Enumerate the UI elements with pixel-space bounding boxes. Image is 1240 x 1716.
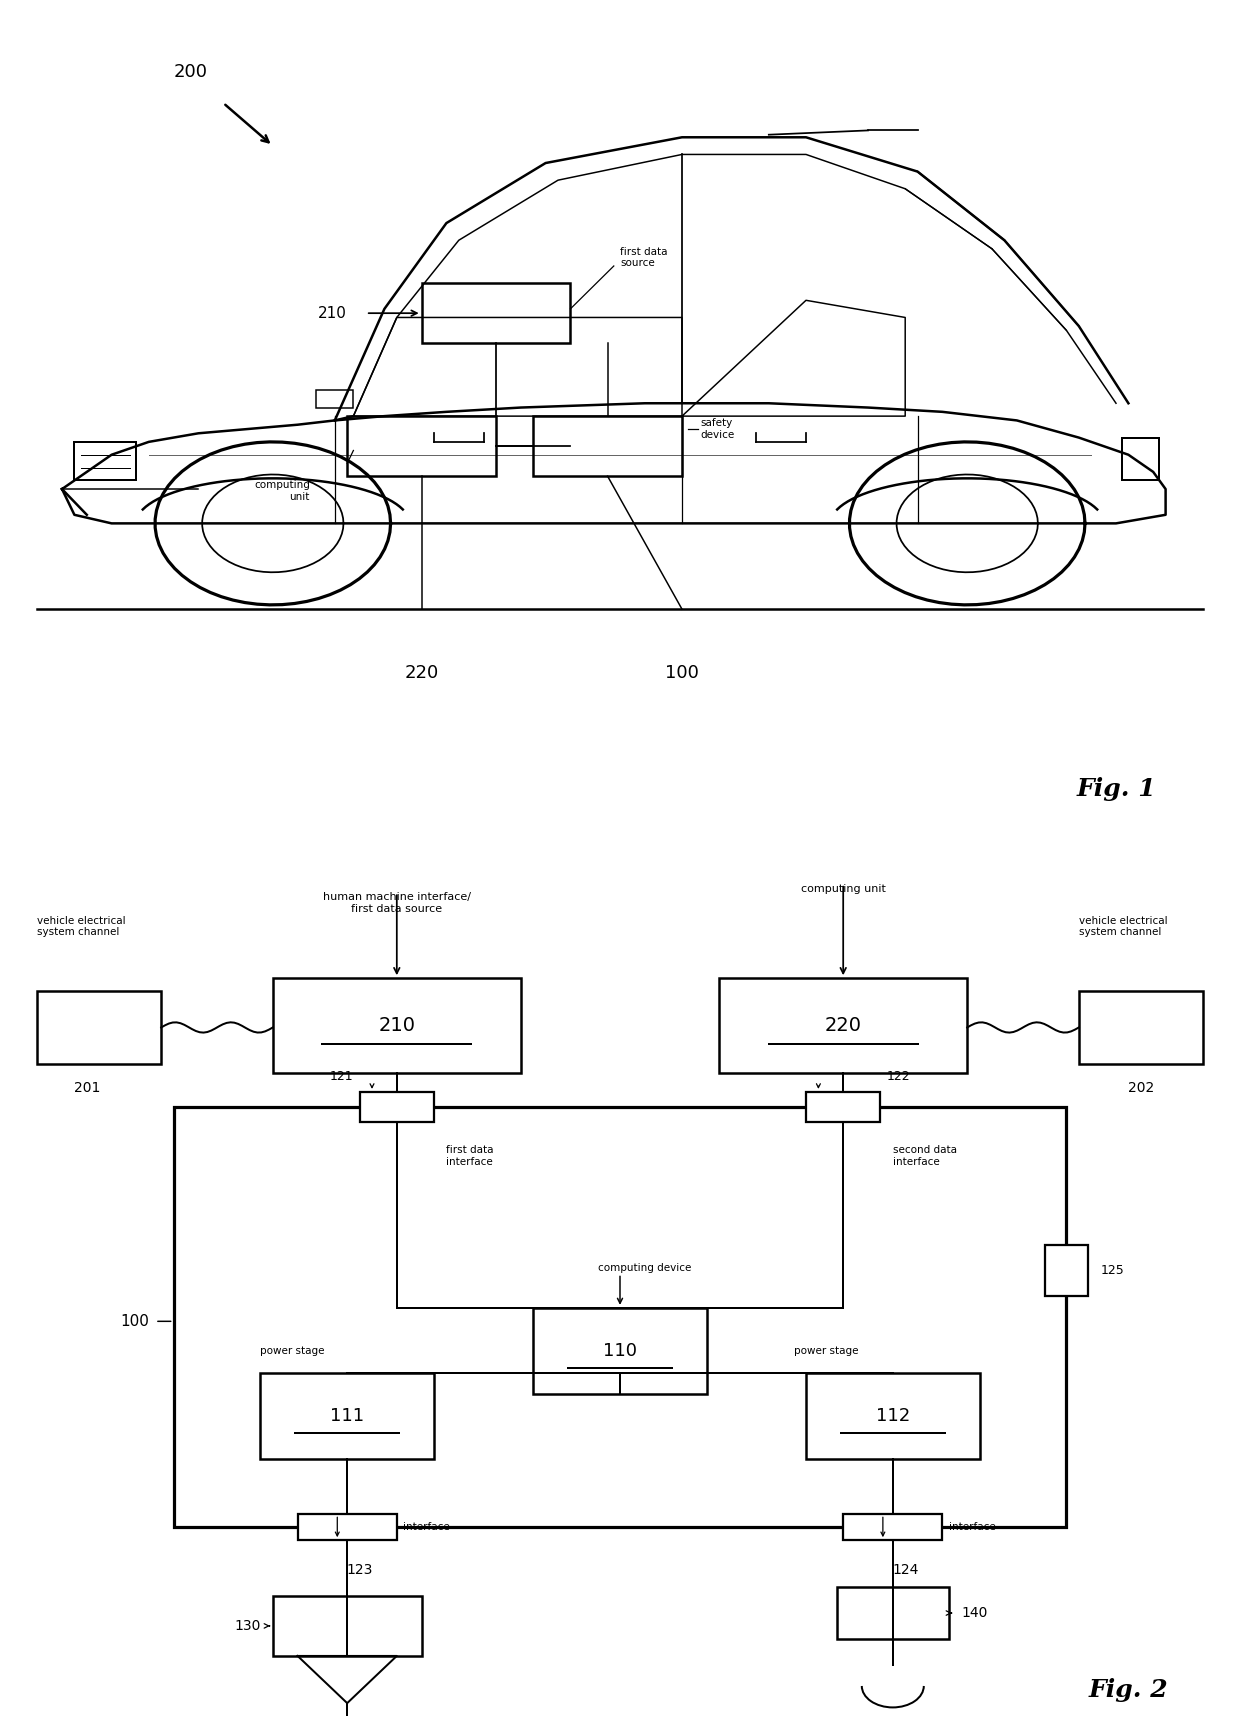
Text: first data
interface: first data interface <box>446 1145 494 1167</box>
Bar <box>1079 992 1203 1064</box>
Bar <box>806 1091 880 1122</box>
Text: interface: interface <box>403 1522 450 1532</box>
Text: 130: 130 <box>234 1618 260 1634</box>
Text: computing device: computing device <box>598 1263 692 1273</box>
Text: 200: 200 <box>174 63 207 81</box>
Text: vehicle electrical
system channel: vehicle electrical system channel <box>1079 916 1167 937</box>
Text: Fig. 2: Fig. 2 <box>1089 1678 1168 1702</box>
Bar <box>273 978 521 1072</box>
Text: 202: 202 <box>1127 1081 1154 1095</box>
Text: 210: 210 <box>319 305 347 321</box>
Bar <box>1044 1244 1089 1296</box>
Text: 220: 220 <box>404 664 439 681</box>
Bar <box>837 1587 949 1639</box>
Bar <box>719 978 967 1072</box>
Bar <box>260 1373 434 1459</box>
Text: safety
device: safety device <box>701 419 735 439</box>
Text: 100: 100 <box>665 664 699 681</box>
Text: first data
source: first data source <box>620 247 667 268</box>
Text: 125: 125 <box>1101 1263 1125 1277</box>
FancyBboxPatch shape <box>74 441 136 480</box>
Bar <box>533 1308 707 1393</box>
Bar <box>360 1091 434 1122</box>
Text: power stage: power stage <box>260 1345 325 1356</box>
Text: 122: 122 <box>887 1071 910 1083</box>
Text: 140: 140 <box>961 1606 987 1620</box>
Text: vehicle electrical
system channel: vehicle electrical system channel <box>37 916 125 937</box>
Text: 112: 112 <box>875 1407 910 1424</box>
Bar <box>174 1107 1066 1527</box>
FancyBboxPatch shape <box>316 390 353 407</box>
Text: interface: interface <box>949 1522 996 1532</box>
Bar <box>347 417 496 477</box>
Bar <box>37 992 161 1064</box>
Text: 124: 124 <box>892 1563 919 1577</box>
Text: 110: 110 <box>603 1342 637 1359</box>
Text: 201: 201 <box>73 1081 100 1095</box>
Text: 220: 220 <box>825 1016 862 1035</box>
Bar <box>273 1596 422 1656</box>
Text: computing unit: computing unit <box>801 884 885 894</box>
Bar <box>533 417 682 477</box>
Bar <box>843 1514 942 1541</box>
Text: human machine interface/
first data source: human machine interface/ first data sour… <box>322 892 471 915</box>
Text: Fig. 1: Fig. 1 <box>1076 777 1156 801</box>
Bar <box>422 283 570 343</box>
Text: 123: 123 <box>346 1563 373 1577</box>
Bar <box>298 1514 397 1541</box>
FancyBboxPatch shape <box>1122 438 1159 480</box>
Text: 210: 210 <box>378 1016 415 1035</box>
Text: second data
interface: second data interface <box>893 1145 957 1167</box>
Text: 121: 121 <box>330 1071 353 1083</box>
Text: 100: 100 <box>120 1314 149 1328</box>
Text: computing
unit: computing unit <box>254 480 310 503</box>
Bar <box>806 1373 980 1459</box>
Text: 111: 111 <box>330 1407 365 1424</box>
Text: power stage: power stage <box>794 1345 858 1356</box>
